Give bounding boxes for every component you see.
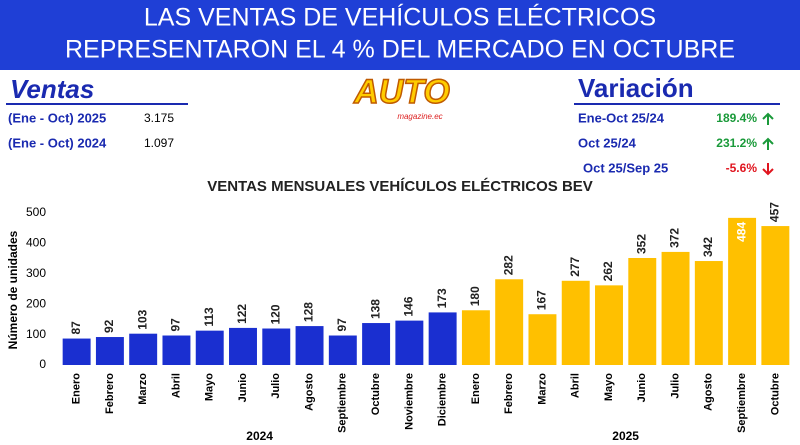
group-label: 2025	[612, 429, 639, 443]
bar	[295, 326, 324, 365]
value-label: 282	[501, 255, 515, 275]
value-label: 103	[135, 309, 149, 329]
y-tick-label: 100	[26, 327, 46, 341]
x-tick-label: Febrero	[104, 373, 116, 414]
value-label: 97	[169, 318, 183, 332]
variation-value: 189.4%	[716, 111, 757, 125]
chart-title: VENTAS MENSUALES VEHÍCULOS ELÉCTRICOS BE…	[207, 178, 593, 195]
variation-label: Ene-Oct 25/24	[578, 110, 665, 125]
sales-value: 3.175	[144, 111, 174, 125]
variation-value: -5.6%	[726, 161, 758, 175]
x-tick-label: Octubre	[370, 373, 382, 415]
bar	[428, 312, 457, 365]
bar	[495, 279, 524, 365]
value-label: 167	[535, 290, 549, 310]
bar	[328, 335, 357, 365]
title-line: REPRESENTARON EL 4 % DEL MERCADO EN OCTU…	[65, 36, 735, 64]
bar	[595, 285, 623, 365]
value-label: 120	[268, 304, 282, 324]
x-tick-label: Marzo	[137, 373, 149, 405]
x-tick-label: Abril	[170, 373, 182, 398]
bar	[761, 226, 790, 365]
logo-sub: magazine.ec	[397, 112, 442, 121]
bar	[461, 310, 490, 365]
value-label: 146	[402, 296, 416, 316]
bar	[728, 217, 757, 365]
value-label: 92	[102, 319, 116, 333]
value-label: 484	[734, 222, 748, 242]
x-tick-label: Junio	[237, 373, 249, 403]
x-tick-label: Noviembre	[403, 373, 415, 430]
y-tick-label: 300	[26, 266, 46, 280]
y-tick-label: 200	[26, 296, 46, 310]
bar	[395, 320, 424, 365]
value-label: 457	[768, 202, 782, 222]
variation-rows: Ene-Oct 25/24 189.4% Oct 25/24 231.2% Oct 25…	[578, 110, 774, 176]
sales-title: Ventas	[10, 74, 94, 104]
bar	[62, 338, 91, 365]
variation-title: Variación	[578, 73, 694, 103]
y-tick-label: 500	[26, 205, 46, 219]
value-label: 97	[335, 318, 349, 332]
logo: AUTO	[353, 73, 450, 111]
variation-label: Oct 25/Sep 25	[583, 160, 668, 175]
x-tick-label: Septiembre	[337, 373, 349, 433]
y-tick-label: 400	[26, 236, 46, 250]
x-tick-label: Agosto	[303, 373, 315, 411]
title-banner	[0, 0, 800, 70]
x-tick-label: Diciembre	[437, 373, 449, 426]
bar	[661, 251, 690, 365]
value-label: 352	[634, 234, 648, 254]
y-tick-label: 0	[39, 357, 46, 371]
x-tick-label: Julio	[270, 373, 282, 399]
x-tick-label: Septiembre	[736, 373, 748, 433]
value-label: 128	[302, 302, 316, 322]
sales-label: (Ene - Oct) 2025	[8, 110, 106, 125]
arrow-icon	[762, 163, 774, 176]
value-label: 138	[368, 299, 382, 319]
bar	[129, 333, 158, 365]
bar	[561, 280, 590, 365]
bar	[628, 257, 657, 365]
bar	[362, 323, 391, 365]
value-label: 342	[701, 237, 715, 257]
value-label: 122	[235, 304, 249, 324]
x-tick-label: Marzo	[536, 373, 548, 405]
x-tick-label: Julio	[669, 373, 681, 399]
bar	[162, 335, 191, 365]
variation-label: Oct 25/24	[578, 135, 637, 150]
variation-value: 231.2%	[716, 136, 757, 150]
bar	[694, 261, 723, 365]
x-tick-label: Junio	[636, 373, 648, 403]
x-tick-label: Octubre	[769, 373, 781, 415]
value-label: 180	[468, 286, 482, 306]
x-tick-label: Enero	[71, 373, 83, 404]
bar	[262, 328, 291, 365]
x-tick-label: Mayo	[603, 373, 615, 401]
value-label: 372	[668, 228, 682, 248]
x-tick-label: Enero	[470, 373, 482, 404]
x-tick-label: Mayo	[204, 373, 216, 401]
bar	[528, 314, 557, 365]
value-label: 113	[202, 307, 216, 327]
value-label: 173	[435, 288, 449, 308]
value-label: 87	[69, 321, 83, 335]
arrow-icon	[762, 137, 774, 150]
arrow-icon	[762, 112, 774, 125]
chart: 0 100 200 300 400 500 Enero Febrero Marzo Abril Ma…	[26, 202, 790, 443]
x-tick-label: Agosto	[703, 373, 715, 411]
bar	[95, 337, 124, 365]
bar	[229, 327, 257, 365]
y-axis-label: Número de unidades	[6, 230, 20, 349]
value-label: 277	[568, 256, 582, 276]
bar	[195, 330, 224, 365]
x-tick-label: Abril	[570, 373, 582, 398]
group-label: 2024	[246, 429, 273, 443]
sales-value: 1.097	[144, 136, 174, 150]
x-tick-label: Febrero	[503, 373, 515, 414]
value-label: 262	[601, 261, 615, 281]
title-line: LAS VENTAS DE VEHÍCULOS ELÉCTRICOS	[144, 3, 656, 32]
sales-label: (Ene - Oct) 2024	[8, 135, 107, 150]
